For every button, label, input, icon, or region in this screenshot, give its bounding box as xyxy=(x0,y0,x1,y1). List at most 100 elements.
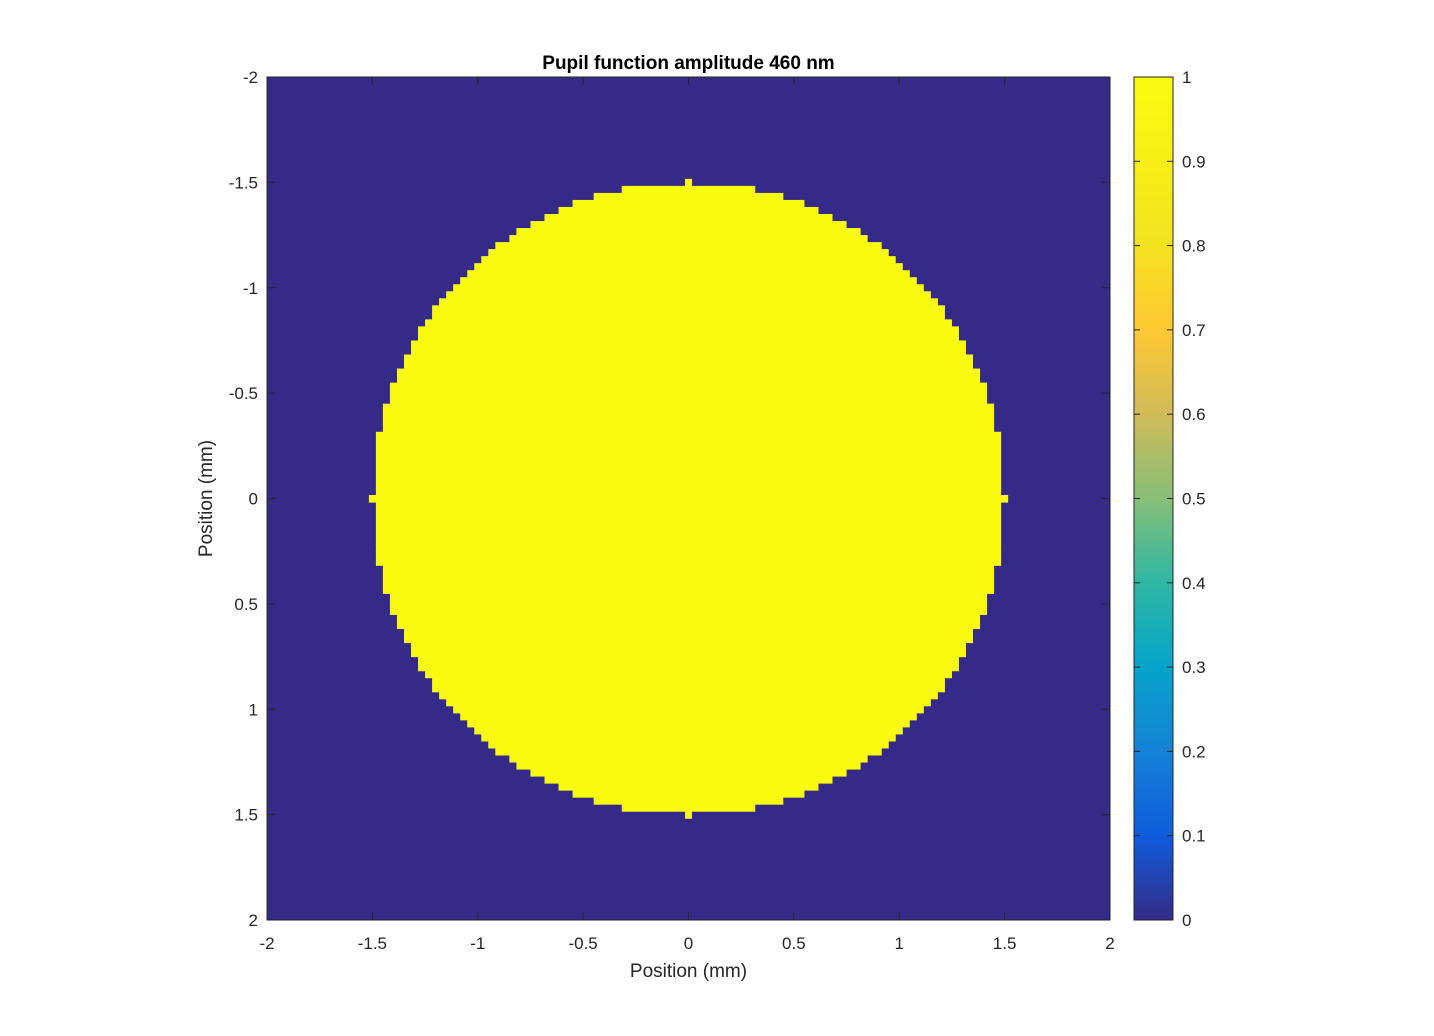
heatmap-row-50 xyxy=(382,424,995,433)
heatmap-row-28 xyxy=(467,270,910,278)
x-axis-label: Position (mm) xyxy=(630,961,747,982)
heatmap-row-35 xyxy=(425,319,952,327)
colorbar: 0 0.1 0.2 0.3 0.4 0.5 0.6 0.7 0.8 0.9 1 xyxy=(1133,68,1206,930)
heatmap-row-44 xyxy=(389,382,988,391)
x-tick-label-4: 0 xyxy=(684,934,693,953)
heatmap-row-88 xyxy=(439,691,938,700)
heatmap-row-27 xyxy=(474,263,903,271)
y-tick-label-0: -2 xyxy=(243,68,258,87)
heatmap-row-69 xyxy=(375,558,1002,566)
colorbar-tick-label-9: 0.9 xyxy=(1182,152,1206,171)
heatmap-row-83 xyxy=(418,656,959,665)
heatmap-row-78 xyxy=(396,621,981,630)
heatmap-row-98 xyxy=(516,761,861,770)
heatmap-row-42 xyxy=(396,368,981,377)
x-tick-label-6: 1 xyxy=(895,934,904,953)
heatmap-row-100 xyxy=(544,775,833,784)
heatmap-row-18 xyxy=(572,199,805,208)
heatmap-row-90 xyxy=(453,705,924,714)
heatmap-row-43 xyxy=(396,375,981,384)
heatmap-row-59 xyxy=(375,487,1002,496)
heatmap-row-38 xyxy=(411,340,966,349)
heatmap-row-30 xyxy=(453,284,924,292)
x-tick-label-3: -0.5 xyxy=(568,934,597,953)
heatmap-row-99 xyxy=(530,768,847,777)
heatmap-row-32 xyxy=(439,298,938,306)
x-tick-label-8: 2 xyxy=(1105,934,1114,953)
colorbar-gradient xyxy=(1134,77,1173,920)
colorbar-ticks: 0 0.1 0.2 0.3 0.4 0.5 0.6 0.7 0.8 0.9 1 xyxy=(1134,68,1206,930)
y-axis-label: Position (mm) xyxy=(196,440,217,557)
heatmap-row-73 xyxy=(382,586,995,594)
colorbar-tick-label-6: 0.6 xyxy=(1182,405,1206,424)
heatmap-cells xyxy=(368,178,1009,819)
heatmap-row-26 xyxy=(481,256,896,264)
heatmap-row-17 xyxy=(593,192,784,201)
heatmap-row-75 xyxy=(389,600,988,608)
heatmap-row-72 xyxy=(382,579,995,587)
heatmap-row-20 xyxy=(544,213,833,222)
x-tick-label-7: 1.5 xyxy=(993,934,1017,953)
y-tick-label-3: -0.5 xyxy=(229,384,258,403)
heatmap-plot xyxy=(267,77,1110,920)
chart-title: Pupil function amplitude 460 nm xyxy=(542,53,834,74)
colorbar-tick-label-0: 0 xyxy=(1182,911,1191,930)
y-tick-label-5: 0.5 xyxy=(234,595,258,614)
heatmap-row-57 xyxy=(375,473,1002,482)
y-tick-label-6: 1 xyxy=(249,700,258,719)
colorbar-tick-label-2: 0.2 xyxy=(1182,742,1206,761)
heatmap-row-49 xyxy=(382,417,995,426)
heatmap-row-97 xyxy=(509,754,868,763)
heatmap-row-37 xyxy=(418,333,959,342)
x-axis: -2 -1.5 -1 -0.5 0 0.5 1 1.5 2 xyxy=(259,77,1115,953)
heatmap-row-86 xyxy=(432,677,945,686)
heatmap-row-74 xyxy=(389,593,988,601)
heatmap-row-71 xyxy=(382,572,995,580)
heatmap-row-40 xyxy=(403,354,974,363)
heatmap-row-23 xyxy=(509,235,868,243)
heatmap-row-25 xyxy=(488,249,889,257)
x-tick-label-0: -2 xyxy=(259,934,274,953)
heatmap-row-46 xyxy=(389,396,988,405)
heatmap-row-70 xyxy=(382,565,995,573)
colorbar-tick-label-5: 0.5 xyxy=(1182,490,1206,509)
heatmap-row-66 xyxy=(375,537,1002,545)
heatmap-row-55 xyxy=(375,459,1002,468)
y-axis: -2 -1.5 -1 -0.5 0 0.5 1 1.5 2 xyxy=(229,68,1110,930)
heatmap-row-76 xyxy=(389,607,988,616)
heatmap-row-16 xyxy=(621,185,756,194)
x-tick-label-5: 0.5 xyxy=(782,934,806,953)
x-tick-label-1: -1.5 xyxy=(358,934,387,953)
heatmap-row-60 xyxy=(368,494,1009,503)
colorbar-tick-label-4: 0.4 xyxy=(1182,574,1206,593)
heatmap-row-39 xyxy=(411,347,966,356)
heatmap-row-52 xyxy=(375,438,1002,447)
heatmap-row-15 xyxy=(684,178,693,187)
heatmap-row-79 xyxy=(403,628,974,637)
heatmap-row-81 xyxy=(411,642,966,651)
heatmap-row-103 xyxy=(593,797,784,805)
heatmap-row-24 xyxy=(495,242,882,250)
heatmap-row-63 xyxy=(375,516,1002,524)
x-tick-label-2: -1 xyxy=(470,934,485,953)
heatmap-row-87 xyxy=(432,684,945,693)
heatmap-row-41 xyxy=(403,361,974,370)
heatmap-row-47 xyxy=(382,403,995,412)
heatmap-row-53 xyxy=(375,445,1002,454)
heatmap-row-93 xyxy=(474,726,903,735)
colorbar-tick-label-1: 0.1 xyxy=(1182,827,1206,846)
heatmap-row-64 xyxy=(375,523,1002,531)
y-tick-label-1: -1.5 xyxy=(229,173,258,192)
heatmap-row-85 xyxy=(425,670,952,679)
heatmap-row-101 xyxy=(558,783,819,791)
heatmap-row-33 xyxy=(432,305,945,313)
heatmap-row-34 xyxy=(432,312,945,320)
colorbar-tick-label-8: 0.8 xyxy=(1182,237,1206,256)
heatmap-row-54 xyxy=(375,452,1002,461)
heatmap-row-80 xyxy=(403,635,974,644)
heatmap-row-95 xyxy=(488,740,889,749)
heatmap-row-102 xyxy=(572,790,805,798)
heatmap-row-96 xyxy=(495,747,882,756)
y-tick-label-7: 1.5 xyxy=(234,806,258,825)
